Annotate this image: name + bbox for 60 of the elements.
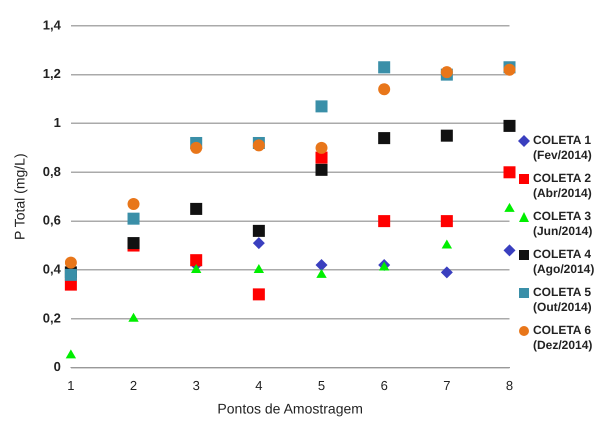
legend-label: COLETA 4 (Ago/2014) bbox=[533, 247, 596, 277]
point bbox=[66, 349, 76, 358]
point bbox=[440, 130, 453, 142]
x-tick-label: 4 bbox=[255, 378, 262, 393]
y-tick-label: 1 bbox=[54, 115, 61, 130]
legend-label: COLETA 3 (Jun/2014) bbox=[533, 209, 594, 239]
point bbox=[252, 224, 265, 237]
point bbox=[128, 198, 140, 210]
point bbox=[190, 202, 202, 215]
point bbox=[190, 254, 202, 266]
point bbox=[504, 202, 515, 212]
point bbox=[316, 142, 328, 154]
point bbox=[191, 264, 202, 273]
point bbox=[378, 83, 390, 96]
x-tick-label: 8 bbox=[506, 378, 514, 393]
legend-label: COLETA 1 (Fev/2014) bbox=[533, 133, 593, 163]
point bbox=[378, 61, 390, 74]
point bbox=[440, 215, 453, 228]
point bbox=[128, 212, 140, 225]
y-tick-label: 0,8 bbox=[42, 164, 61, 179]
point bbox=[128, 237, 140, 250]
point bbox=[252, 237, 265, 250]
y-tick-label: 0,2 bbox=[42, 310, 61, 326]
x-tick-label: 1 bbox=[67, 378, 74, 393]
point bbox=[504, 244, 516, 256]
point bbox=[128, 312, 139, 322]
y-tick-label: 1,4 bbox=[42, 17, 62, 32]
y-axis-title: P Total (mg/L) bbox=[11, 153, 28, 240]
point bbox=[378, 132, 390, 144]
y-tick-label: 0 bbox=[54, 359, 61, 374]
point bbox=[64, 268, 77, 281]
y-tick-label: 0,6 bbox=[42, 212, 61, 228]
x-tick-label: 6 bbox=[380, 378, 388, 393]
point bbox=[316, 100, 328, 112]
point bbox=[252, 288, 265, 300]
x-tick-label: 3 bbox=[192, 378, 200, 393]
point bbox=[503, 166, 516, 178]
x-axis-title: Pontos de Amostragem bbox=[217, 400, 363, 416]
point bbox=[190, 142, 202, 154]
point bbox=[440, 66, 453, 78]
legend-label: COLETA 2 (Abr/2014) bbox=[533, 171, 593, 201]
point bbox=[440, 266, 453, 278]
x-tick-label: 7 bbox=[443, 378, 450, 393]
point bbox=[442, 240, 452, 249]
point bbox=[504, 64, 516, 76]
legend-label: COLETA 5 (Out/2014) bbox=[533, 285, 593, 315]
legend-label: COLETA 6 (Dez/2014) bbox=[533, 323, 594, 353]
point bbox=[316, 164, 328, 176]
x-tick-label: 2 bbox=[130, 378, 138, 393]
x-tick-label: 5 bbox=[318, 378, 326, 393]
point bbox=[378, 262, 390, 270]
point bbox=[254, 264, 264, 273]
point bbox=[252, 139, 265, 152]
point bbox=[316, 259, 328, 272]
point bbox=[64, 256, 77, 269]
y-tick-label: 0,4 bbox=[42, 262, 62, 277]
point bbox=[316, 268, 327, 278]
y-tick-label: 1,2 bbox=[42, 66, 61, 82]
point bbox=[378, 215, 390, 228]
point bbox=[503, 120, 516, 132]
